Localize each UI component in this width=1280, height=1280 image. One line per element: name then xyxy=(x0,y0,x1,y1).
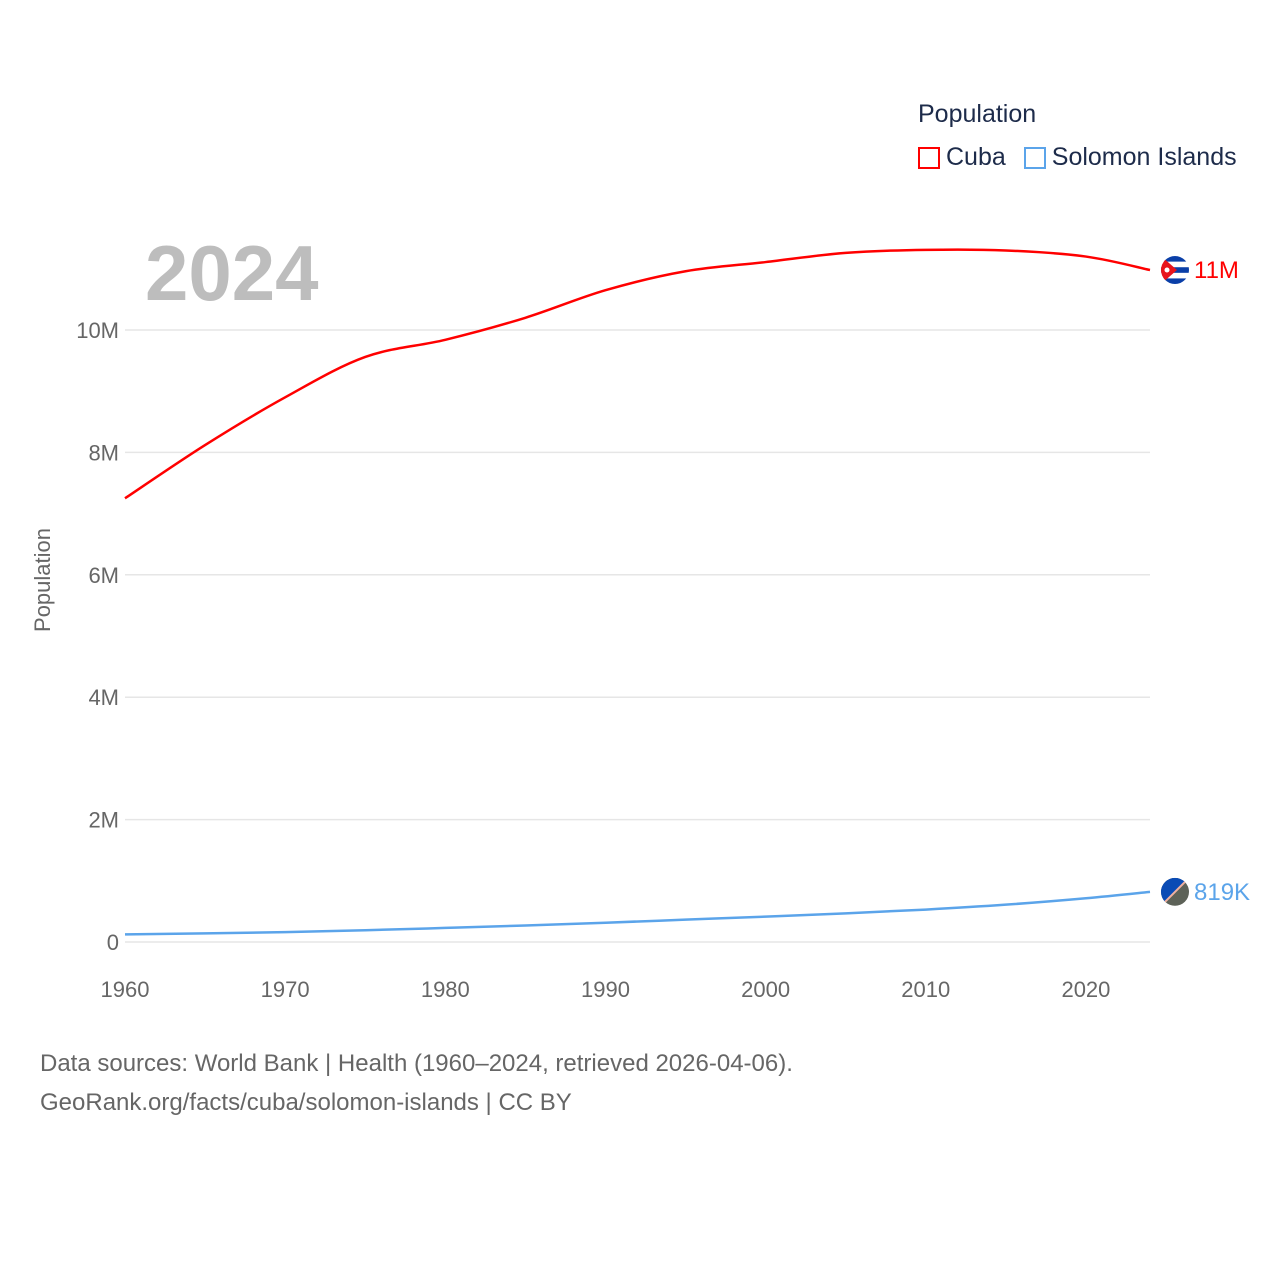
y-tick-label: 4M xyxy=(88,685,119,710)
x-tick-label: 1970 xyxy=(261,977,310,1002)
flag-stripe xyxy=(1161,278,1189,285)
x-tick-label: 2010 xyxy=(901,977,950,1002)
legend-swatch-solomon-islands xyxy=(1023,146,1046,169)
x-tick-label: 1960 xyxy=(101,977,150,1002)
flag-body xyxy=(1161,877,1189,906)
legend-title: Population xyxy=(918,100,1037,128)
legend-swatch-cuba xyxy=(918,146,940,169)
y-axis-label: Population xyxy=(30,528,55,632)
source-link[interactable]: GeoRank.org/facts/cuba/solomon-islands |… xyxy=(40,1089,572,1116)
legend-label: Cuba xyxy=(946,143,1006,171)
end-value-label: 11M xyxy=(1194,257,1239,284)
flag-body xyxy=(1161,256,1189,285)
x-tick-label: 2000 xyxy=(741,977,790,1002)
cuba-flag-icon xyxy=(1161,256,1189,285)
series-line-cuba xyxy=(124,248,1151,500)
legend-item-solomon-islands[interactable]: Solomon Islands xyxy=(1023,143,1237,172)
end-value-label: 819K xyxy=(1194,879,1250,906)
series-line-solomon-islands xyxy=(124,890,1151,936)
y-tick-label: 6M xyxy=(88,563,119,588)
year-label: 2024 xyxy=(145,229,319,317)
footer: Data sources: World Bank | Health (1960–… xyxy=(40,1044,793,1122)
legend: Cuba Solomon Islands xyxy=(918,143,1237,172)
y-tick-label: 8M xyxy=(88,440,119,465)
flag-stripe xyxy=(1161,877,1189,906)
y-tick-label: 10M xyxy=(76,318,119,343)
flag-stripe xyxy=(1161,256,1189,262)
legend-item-cuba[interactable]: Cuba xyxy=(918,143,1006,172)
y-tick-label: 0 xyxy=(107,930,119,955)
data-sources: Data sources: World Bank | Health (1960–… xyxy=(40,1050,793,1077)
solomon-islands-flag-icon xyxy=(1161,877,1189,906)
x-tick-label: 1980 xyxy=(421,977,470,1002)
y-tick-label: 2M xyxy=(88,808,119,833)
flag-star xyxy=(1164,267,1170,273)
legend-label: Solomon Islands xyxy=(1051,143,1237,171)
x-tick-label: 1990 xyxy=(581,977,630,1002)
x-tick-label: 2020 xyxy=(1061,977,1110,1002)
